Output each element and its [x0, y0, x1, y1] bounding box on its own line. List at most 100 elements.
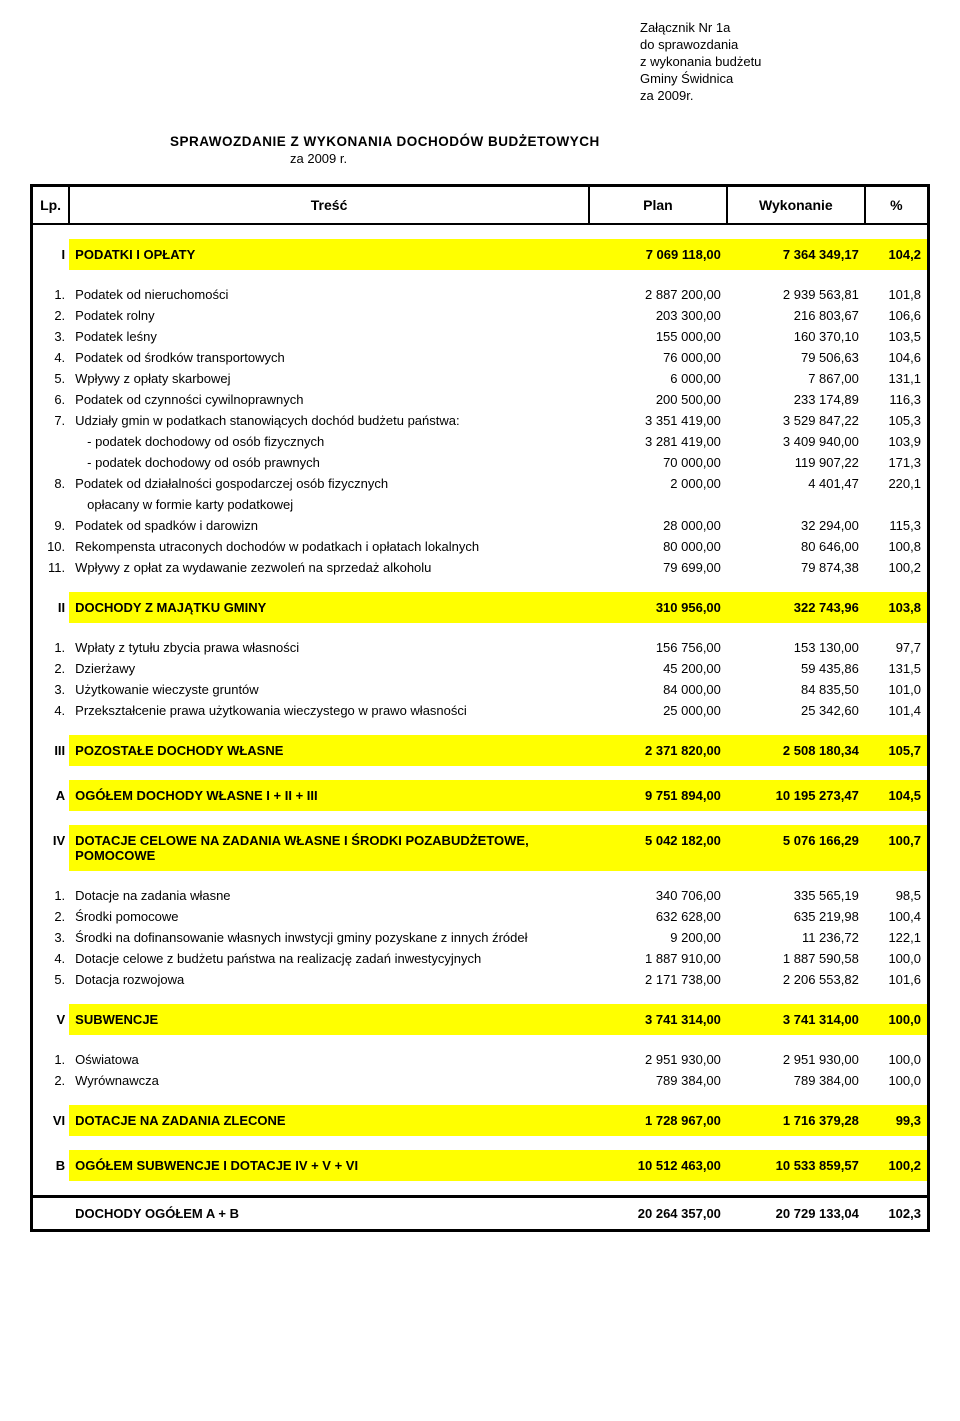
table-row: 7.Udziały gmin w podatkach stanowiących …: [32, 410, 929, 431]
row-desc: Wpływy z opłat za wydawanie zezwoleń na …: [69, 557, 589, 578]
row-plan: 200 500,00: [589, 389, 727, 410]
row-plan: 3 351 419,00: [589, 410, 727, 431]
row-lp: 9.: [32, 515, 70, 536]
section-name: DOCHODY Z MAJĄTKU GMINY: [69, 592, 589, 623]
table-row: 1.Podatek od nieruchomości2 887 200,002 …: [32, 284, 929, 305]
row-plan: [589, 494, 727, 515]
row-desc: Środki na dofinansowanie własnych inwsty…: [69, 927, 589, 948]
attachment-line: z wykonania budżetu: [640, 54, 930, 71]
header-desc: Treść: [69, 186, 589, 225]
row-desc: Rekompensta utraconych dochodów w podatk…: [69, 536, 589, 557]
row-pct: 98,5: [865, 885, 929, 906]
row-desc: Wpływy z opłaty skarbowej: [69, 368, 589, 389]
row-plan: 76 000,00: [589, 347, 727, 368]
row-lp: [32, 494, 70, 515]
row-lp: 7.: [32, 410, 70, 431]
table-header-row: Lp. Treść Plan Wykonanie %: [32, 186, 929, 225]
row-wyk: 32 294,00: [727, 515, 865, 536]
row-lp: 4.: [32, 700, 70, 721]
row-lp: 4.: [32, 347, 70, 368]
row-pct: 131,1: [865, 368, 929, 389]
table-row: 3.Podatek leśny155 000,00160 370,10103,5: [32, 326, 929, 347]
row-desc: Przekształcenie prawa użytkowania wieczy…: [69, 700, 589, 721]
row-wyk: 160 370,10: [727, 326, 865, 347]
table-row: 5.Dotacja rozwojowa2 171 738,002 206 553…: [32, 969, 929, 990]
header-wyk: Wykonanie: [727, 186, 865, 225]
row-plan: 2 887 200,00: [589, 284, 727, 305]
row-lp: 3.: [32, 326, 70, 347]
attachment-block: Załącznik Nr 1a do sprawozdania z wykona…: [640, 20, 930, 104]
row-wyk: 3 529 847,22: [727, 410, 865, 431]
section-row: IIIPOZOSTAŁE DOCHODY WŁASNE2 371 820,002…: [32, 735, 929, 766]
section-name: DOTACJE NA ZADANIA ZLECONE: [69, 1105, 589, 1136]
section-wyk: 322 743,96: [727, 592, 865, 623]
table-row: 4.Dotacje celowe z budżetu państwa na re…: [32, 948, 929, 969]
section-lp: II: [32, 592, 70, 623]
row-desc: Użytkowanie wieczyste gruntów: [69, 679, 589, 700]
row-desc: Oświatowa: [69, 1049, 589, 1070]
row-wyk: 84 835,50: [727, 679, 865, 700]
row-desc: Środki pomocowe: [69, 906, 589, 927]
attachment-line: za 2009r.: [640, 88, 930, 105]
section-row: IPODATKI I OPŁATY7 069 118,007 364 349,1…: [32, 239, 929, 270]
row-plan: 28 000,00: [589, 515, 727, 536]
section-pct: 100,7: [865, 825, 929, 871]
row-desc: Podatek od czynności cywilnoprawnych: [69, 389, 589, 410]
row-wyk: 25 342,60: [727, 700, 865, 721]
row-lp: 3.: [32, 927, 70, 948]
row-desc: Dzierżawy: [69, 658, 589, 679]
section-plan: 3 741 314,00: [589, 1004, 727, 1035]
table-row: 6.Podatek od czynności cywilnoprawnych20…: [32, 389, 929, 410]
row-pct: 103,9: [865, 431, 929, 452]
row-plan: 45 200,00: [589, 658, 727, 679]
row-desc: Podatek od działalności gospodarczej osó…: [69, 473, 589, 494]
budget-table: Lp. Treść Plan Wykonanie % IPODATKI I OP…: [30, 184, 930, 1232]
row-plan: 340 706,00: [589, 885, 727, 906]
table-row: opłacany w formie karty podatkowej: [32, 494, 929, 515]
row-pct: 100,0: [865, 1070, 929, 1091]
section-wyk: 10 533 859,57: [727, 1150, 865, 1181]
row-desc: opłacany w formie karty podatkowej: [69, 494, 589, 515]
grand-wyk: 20 729 133,04: [727, 1197, 865, 1231]
row-plan: 80 000,00: [589, 536, 727, 557]
row-pct: 100,4: [865, 906, 929, 927]
row-pct: 103,5: [865, 326, 929, 347]
section-lp: IV: [32, 825, 70, 871]
section-row: VIDOTACJE NA ZADANIA ZLECONE1 728 967,00…: [32, 1105, 929, 1136]
row-pct: 100,2: [865, 557, 929, 578]
row-wyk: 216 803,67: [727, 305, 865, 326]
section-lp: III: [32, 735, 70, 766]
section-wyk: 3 741 314,00: [727, 1004, 865, 1035]
header-lp: Lp.: [32, 186, 70, 225]
row-lp: [32, 452, 70, 473]
section-wyk: 7 364 349,17: [727, 239, 865, 270]
table-row: 9.Podatek od spadków i darowizn28 000,00…: [32, 515, 929, 536]
row-pct: 100,0: [865, 948, 929, 969]
row-plan: 789 384,00: [589, 1070, 727, 1091]
row-wyk: 11 236,72: [727, 927, 865, 948]
row-pct: 122,1: [865, 927, 929, 948]
row-desc: Podatek rolny: [69, 305, 589, 326]
grand-name: DOCHODY OGÓŁEM A + B: [69, 1197, 589, 1231]
section-name: OGÓŁEM DOCHODY WŁASNE I + II + III: [69, 780, 589, 811]
row-desc: Podatek od spadków i darowizn: [69, 515, 589, 536]
row-pct: 100,8: [865, 536, 929, 557]
section-row: BOGÓŁEM SUBWENCJE I DOTACJE IV + V + VI1…: [32, 1150, 929, 1181]
grand-total-row: DOCHODY OGÓŁEM A + B20 264 357,0020 729 …: [32, 1197, 929, 1231]
row-wyk: 3 409 940,00: [727, 431, 865, 452]
row-wyk: 4 401,47: [727, 473, 865, 494]
section-pct: 104,5: [865, 780, 929, 811]
row-desc: Podatek od środków transportowych: [69, 347, 589, 368]
row-lp: 10.: [32, 536, 70, 557]
section-pct: 100,0: [865, 1004, 929, 1035]
row-wyk: 2 951 930,00: [727, 1049, 865, 1070]
table-row: 2.Wyrównawcza789 384,00789 384,00100,0: [32, 1070, 929, 1091]
row-lp: 1.: [32, 1049, 70, 1070]
table-row: 11.Wpływy z opłat za wydawanie zezwoleń …: [32, 557, 929, 578]
table-row: 8.Podatek od działalności gospodarczej o…: [32, 473, 929, 494]
row-pct: 104,6: [865, 347, 929, 368]
report-subtitle: za 2009 r.: [290, 151, 930, 166]
row-pct: 101,6: [865, 969, 929, 990]
row-pct: 101,8: [865, 284, 929, 305]
row-wyk: 79 506,63: [727, 347, 865, 368]
